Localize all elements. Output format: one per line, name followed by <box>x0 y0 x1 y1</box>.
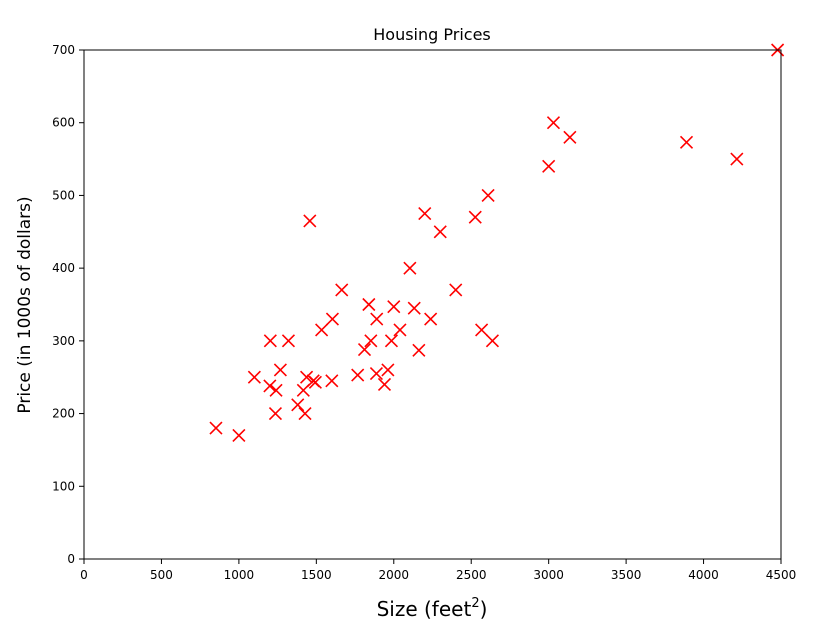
x-tick-label: 1000 <box>224 568 255 582</box>
x-axis-label-main: Size (feet <box>377 597 472 621</box>
x-tick-label: 4000 <box>688 568 719 582</box>
y-tick-label: 700 <box>52 43 75 57</box>
data-point-x-marker <box>370 312 384 326</box>
data-point-x-marker <box>403 261 417 275</box>
x-axis-label-suffix: ) <box>480 597 488 621</box>
y-axis-label-group: Price (in 1000s of dollars) <box>15 196 35 413</box>
chart-title: Housing Prices <box>373 25 491 44</box>
data-point-x-marker <box>315 323 329 337</box>
x-tick-label: 0 <box>80 568 88 582</box>
data-point-x-marker <box>364 334 378 348</box>
y-tick-label: 200 <box>52 407 75 421</box>
data-point-x-marker <box>468 210 482 224</box>
data-point-x-marker <box>263 334 277 348</box>
data-point-x-marker <box>209 421 223 435</box>
data-point-x-marker <box>542 159 556 173</box>
data-point-x-marker <box>418 207 432 221</box>
data-point-x-marker <box>273 363 287 377</box>
data-point-x-marker <box>449 283 463 297</box>
data-point-x-marker <box>387 300 401 314</box>
data-point-x-marker <box>433 225 447 239</box>
x-axis-ticks: 0 500 1000 1500 2000 2500 3000 3500 4000 4500 <box>80 559 796 582</box>
data-point-x-marker <box>263 379 277 393</box>
data-point-x-marker <box>291 398 305 412</box>
data-point-x-marker <box>232 428 246 442</box>
x-tick-label: 2500 <box>456 568 487 582</box>
data-point-x-marker <box>424 312 438 326</box>
data-point-x-marker <box>298 407 312 421</box>
x-tick-label: 1500 <box>301 568 332 582</box>
data-point-x-marker <box>325 312 340 326</box>
x-tick-label: 3000 <box>533 568 564 582</box>
data-point-x-marker <box>357 343 372 357</box>
x-axis-label: Size (feet2) <box>377 596 488 621</box>
x-tick-label: 2000 <box>379 568 410 582</box>
data-point-x-marker <box>269 383 283 397</box>
data-point-x-marker <box>481 188 495 202</box>
y-tick-label: 100 <box>52 479 75 493</box>
data-point-x-marker <box>247 370 261 384</box>
plot-frame <box>83 49 782 560</box>
data-point-x-marker <box>384 334 399 348</box>
x-tick-label: 3500 <box>611 568 642 582</box>
y-tick-label: 600 <box>52 116 75 130</box>
data-point-x-marker <box>485 334 500 348</box>
data-point-x-marker <box>412 343 426 357</box>
data-points <box>209 43 785 442</box>
data-point-x-marker <box>407 301 421 315</box>
data-point-x-marker <box>303 214 317 228</box>
data-point-x-marker <box>381 363 395 377</box>
data-point-x-marker <box>300 370 314 384</box>
x-tick-label: 500 <box>150 568 173 582</box>
data-point-x-marker <box>308 375 322 389</box>
y-tick-label: 400 <box>52 261 75 275</box>
data-point-x-marker <box>563 130 577 144</box>
data-point-x-marker <box>377 377 392 392</box>
data-point-x-marker <box>268 407 283 421</box>
data-point-x-marker <box>351 368 365 382</box>
y-tick-label: 500 <box>52 188 75 202</box>
data-point-x-marker <box>393 323 407 337</box>
data-point-x-marker <box>335 283 349 297</box>
y-tick-label: 300 <box>52 334 75 348</box>
y-axis-ticks: 0 100 200 300 400 500 600 700 <box>52 43 84 566</box>
data-point-x-marker <box>325 374 339 388</box>
data-point-x-marker <box>679 135 694 149</box>
x-axis-label-superscript: 2 <box>471 596 479 611</box>
data-point-x-marker <box>546 116 561 130</box>
data-point-x-marker <box>281 334 296 348</box>
y-axis-label: Price (in 1000s of dollars) <box>15 196 35 413</box>
y-tick-label: 0 <box>67 552 75 566</box>
data-point-x-marker <box>369 367 383 381</box>
x-tick-label: 4500 <box>766 568 797 582</box>
data-point-x-marker <box>475 323 489 337</box>
data-point-x-marker <box>362 297 376 312</box>
data-point-x-marker <box>730 152 744 166</box>
